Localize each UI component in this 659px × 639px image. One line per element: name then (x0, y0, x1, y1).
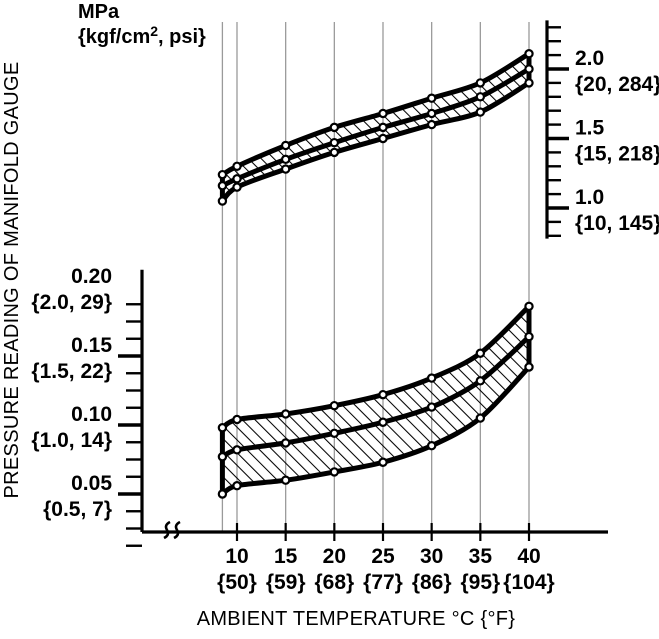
left-tick-label-mpa: 0.05 (71, 472, 112, 495)
data-point-upper-bound (280, 140, 291, 151)
data-point-upper-bound (426, 373, 437, 383)
x-tick-label-celsius: 30 (420, 545, 443, 568)
data-point-middle (426, 402, 437, 412)
data-point-lower-bound (217, 196, 228, 206)
x-tick-label-fahrenheit: {104} (503, 571, 554, 594)
data-point-upper-bound (378, 389, 388, 400)
x-axis (142, 520, 608, 541)
x-tick-label-fahrenheit: {50} (217, 571, 257, 594)
data-point-lower-bound (280, 475, 291, 485)
right-tick-label-alt: {10, 145} (575, 212, 659, 235)
x-tick-label-celsius: 35 (469, 545, 493, 568)
y-axis-title: PRESSURE READING OF MANIFOLD GAUGE (1, 62, 23, 499)
x-tick-label-celsius: 15 (274, 545, 298, 568)
data-point-upper-bound (378, 108, 388, 119)
data-point-lower-bound (475, 413, 486, 423)
axis-break-icon (163, 520, 181, 540)
data-point-lower-bound (524, 78, 534, 88)
x-tick-label-fahrenheit: {77} (363, 571, 403, 594)
band-hatch-fill (222, 306, 529, 494)
x-tick-label-celsius: 25 (371, 545, 395, 568)
right-y-axis-labels: 1.0 {10, 145} 1.5 {15, 218} 2.0 {20, 284} (575, 47, 659, 235)
data-point-upper-bound (475, 348, 486, 358)
data-point-middle (378, 122, 388, 133)
data-point-lower-bound (378, 457, 388, 467)
data-point-upper-bound (217, 423, 228, 433)
data-point-lower-bound (232, 182, 242, 192)
data-point-middle (475, 376, 486, 386)
data-point-upper-bound (232, 161, 242, 171)
x-axis-title: AMBIENT TEMPERATURE °C {°F} (197, 608, 516, 630)
data-point-lower-bound (217, 489, 228, 499)
data-point-lower-bound (329, 147, 340, 158)
panel-high-pressure-side: 1.0 {10, 145} 1.5 {15, 218} 2.0 {20, 284} (217, 20, 659, 239)
left-tick-label-alt: {1.5, 22} (31, 360, 112, 383)
data-point-lower-bound (426, 119, 437, 130)
x-axis-labels: 10 {50} 15 {59} 20 {68} 25 {77} 30 {86} 35 {95} 40 {1… (217, 545, 555, 594)
x-tick-label-fahrenheit: {95} (460, 571, 500, 594)
data-point-upper-bound (217, 169, 228, 180)
left-tick-label-mpa: 0.15 (71, 334, 112, 357)
right-tick-label-mpa: 1.0 (575, 186, 604, 209)
data-point-lower-bound (280, 164, 291, 174)
data-point-lower-bound (329, 467, 340, 477)
x-tick-label-fahrenheit: {68} (314, 571, 354, 594)
data-point-lower-bound (232, 481, 242, 491)
x-tick-label-celsius: 40 (517, 545, 540, 568)
units-heading: MPa {kgf/cm2, psi} (78, 1, 206, 48)
left-tick-label-mpa: 0.10 (71, 403, 112, 426)
gridlines-group (221, 22, 530, 532)
high-pressure-band (217, 49, 534, 206)
left-tick-label-alt: {1.0, 14} (31, 429, 112, 452)
data-point-lower-bound (378, 133, 388, 144)
x-tick-label-fahrenheit: {59} (266, 571, 306, 594)
low-pressure-band (217, 301, 534, 499)
data-point-middle (329, 428, 340, 438)
data-point-upper-bound (426, 93, 437, 103)
data-point-middle (426, 108, 437, 119)
data-point-upper-bound (329, 122, 340, 133)
right-tick-label-mpa: 1.5 (575, 117, 605, 140)
right-tick-label-alt: {15, 218} (575, 143, 659, 166)
left-tick-label-alt: {0.5, 7} (43, 498, 112, 521)
left-y-axis (118, 269, 144, 547)
right-y-axis (545, 20, 569, 239)
right-tick-label-mpa: 2.0 (575, 47, 604, 70)
data-point-middle (217, 181, 228, 191)
data-point-upper-bound (524, 49, 534, 59)
data-point-middle (217, 452, 228, 462)
data-point-middle (232, 174, 242, 184)
data-point-upper-bound (524, 301, 534, 312)
data-point-middle (232, 445, 242, 455)
data-point-upper-bound (329, 400, 340, 411)
data-point-upper-bound (232, 414, 242, 425)
units-heading-mpa: MPa (78, 1, 120, 23)
data-point-lower-bound (426, 441, 437, 451)
data-point-middle (475, 92, 486, 102)
data-point-upper-bound (280, 409, 291, 419)
data-point-middle (280, 154, 291, 165)
data-point-middle (329, 137, 340, 148)
data-point-middle (378, 417, 388, 427)
data-point-middle (280, 438, 291, 448)
data-point-lower-bound (524, 362, 534, 372)
data-point-middle (524, 64, 534, 74)
panel-low-pressure-side: 0.05 {0.5, 7} 0.10 {1.0, 14} 0.15 {1.5, 22} 0.… (31, 265, 534, 547)
x-tick-label-fahrenheit: {86} (412, 571, 452, 594)
x-tick-label-celsius: 20 (323, 545, 346, 568)
left-tick-label-alt: {2.0, 29} (31, 291, 112, 314)
units-heading-alt: {kgf/cm2, psi} (78, 23, 206, 48)
left-tick-label-mpa: 0.20 (71, 265, 112, 288)
data-point-lower-bound (475, 107, 486, 117)
right-tick-label-alt: {20, 284} (575, 73, 659, 96)
x-tick-label-celsius: 10 (225, 545, 248, 568)
left-y-axis-labels: 0.05 {0.5, 7} 0.10 {1.0, 14} 0.15 {1.5, 22} 0.… (31, 265, 112, 521)
data-point-middle (524, 331, 534, 342)
data-point-upper-bound (475, 78, 486, 88)
